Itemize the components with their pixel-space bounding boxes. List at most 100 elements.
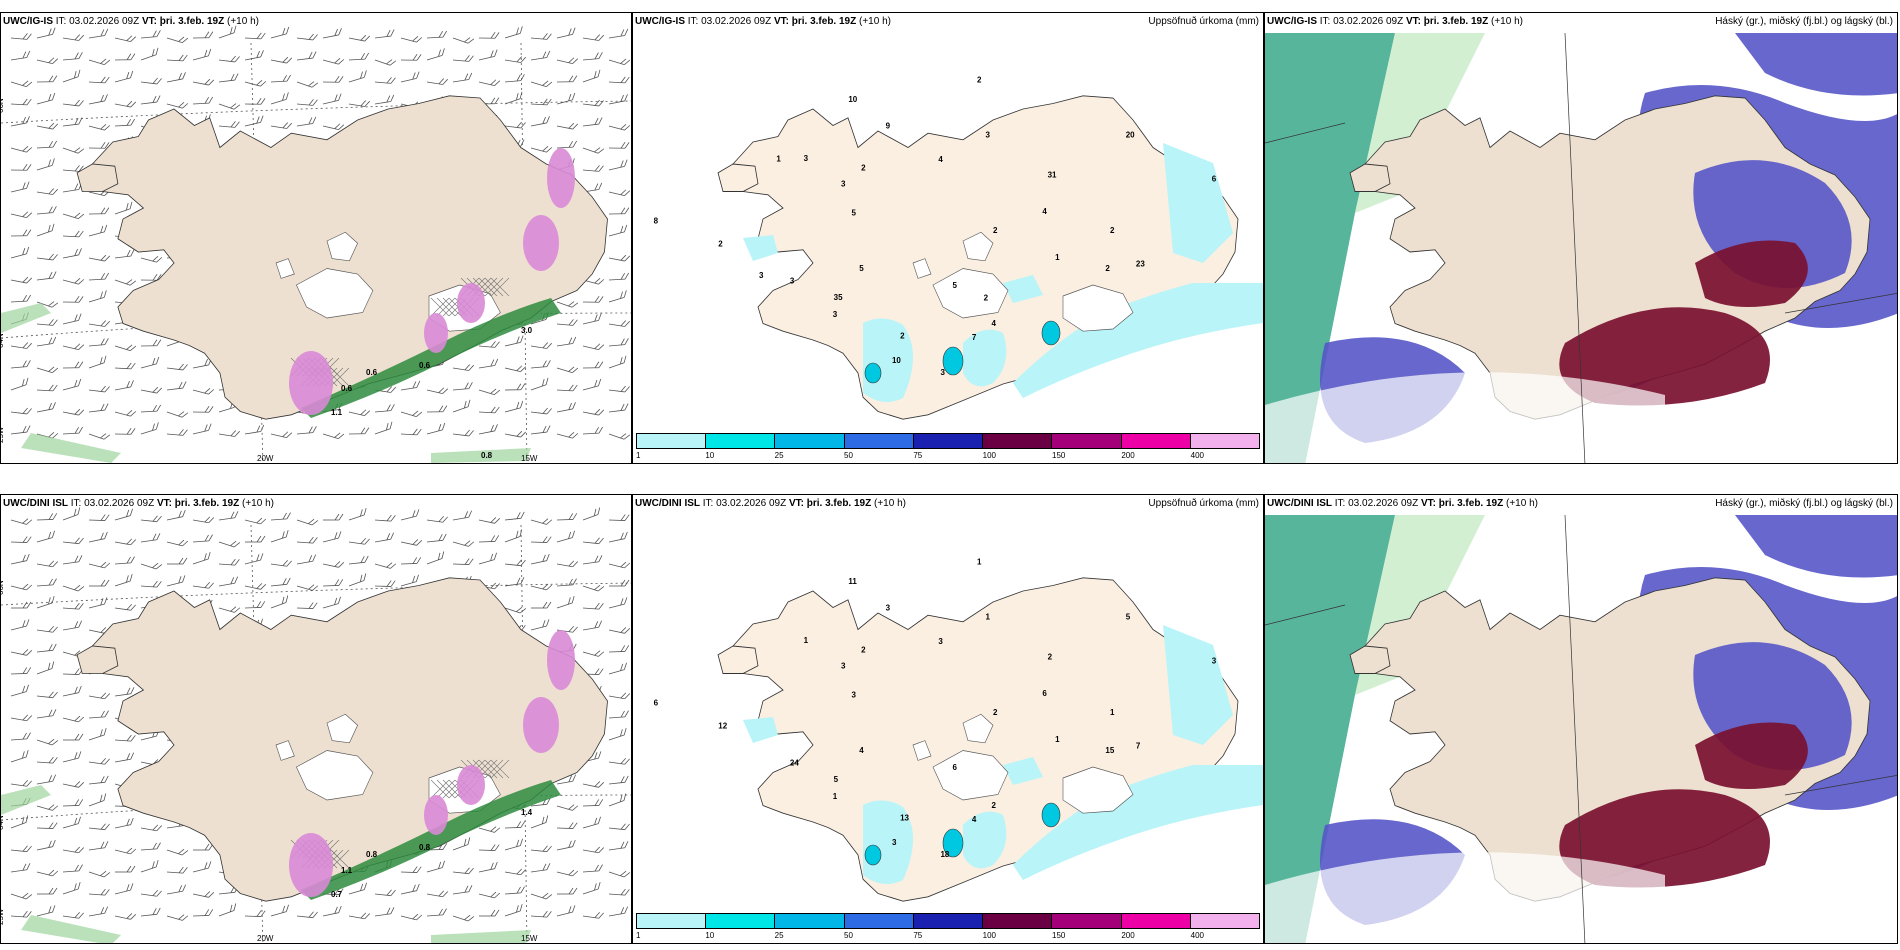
precip-value-label: 6 xyxy=(1042,689,1047,698)
colorbar-segment xyxy=(983,434,1053,448)
colorbar-tick-label: 50 xyxy=(844,931,853,940)
precip-value-label: 9 xyxy=(886,121,891,130)
colorbar-segment xyxy=(913,434,984,448)
precip-value-label: 2 xyxy=(977,76,982,85)
precip-value-label: 3 xyxy=(804,154,809,163)
precip-value-label: 8 xyxy=(654,216,659,225)
colorbar-tick-label: 400 xyxy=(1190,931,1205,940)
precip-blob xyxy=(424,795,448,835)
axis-label: 25W xyxy=(1,426,5,443)
cloud-panel-top: UWC/IG-IS IT: 03.02.2026 09Z VT: þri. 3.… xyxy=(1264,12,1898,464)
axis-label: 66N xyxy=(629,583,632,598)
precip-value-label: 4 xyxy=(972,815,977,824)
precip-value-label: 3 xyxy=(940,368,945,377)
precip-value-label: 2 xyxy=(1110,226,1115,235)
axis-label: 64N xyxy=(1,815,5,830)
precip-panel-bottom: UWC/DINI ISL IT: 03.02.2026 09Z VT: þri.… xyxy=(632,494,1264,944)
precip-blob xyxy=(547,148,575,208)
precip-value-label: 6 xyxy=(953,763,958,772)
precip-value-label: 3 xyxy=(790,277,795,286)
colorbar-segment xyxy=(706,914,776,928)
colorbar-segment xyxy=(775,434,845,448)
precip-area xyxy=(863,318,913,402)
axis-label: 20W xyxy=(257,454,274,463)
precip-value-label: 3 xyxy=(985,131,990,140)
axis-label: 66N xyxy=(1,580,5,595)
precip-value-label: 7 xyxy=(972,333,977,342)
green-shade-band xyxy=(301,780,561,900)
colorbar-segment xyxy=(844,434,914,448)
wind-value-label: 0.6 xyxy=(366,368,378,377)
precip-value-label: 18 xyxy=(940,850,949,859)
precip-value-label: 4 xyxy=(1042,207,1047,216)
precip-value-label: 3 xyxy=(1212,656,1217,665)
green-shade-band xyxy=(301,298,561,418)
colorbar-tick-label: 10 xyxy=(705,451,715,460)
precip-value-label: 4 xyxy=(991,319,996,328)
precip-value-label: 5 xyxy=(852,209,857,218)
colorbar-tick-label: 400 xyxy=(1190,451,1205,460)
precip-area xyxy=(1013,283,1263,398)
precip-value-label: 3 xyxy=(833,310,838,319)
precip-value-label: 24 xyxy=(790,759,799,768)
high-cloud xyxy=(1735,515,1897,578)
mid-cloud xyxy=(1695,722,1808,789)
precip-value-label: 1 xyxy=(776,154,781,163)
colorbar-segment xyxy=(1052,914,1122,928)
precip-panel-top: UWC/IG-IS IT: 03.02.2026 09Z VT: þri. 3.… xyxy=(632,12,1264,464)
precip-value-label: 35 xyxy=(834,293,843,302)
mid-cloud xyxy=(1695,240,1808,307)
axis-label: 15W xyxy=(521,934,538,943)
precip-value-label: 12 xyxy=(718,721,727,730)
precip-value-label: 4 xyxy=(859,746,864,755)
wind-value-label: 0.6 xyxy=(341,384,353,393)
precip-value-label: 2 xyxy=(993,708,998,717)
colorbar-tick-label: 75 xyxy=(913,931,923,940)
precip-value-label: 1 xyxy=(1110,708,1115,717)
cloud-map xyxy=(1265,32,1897,463)
precip-value-label: 1 xyxy=(1055,735,1060,744)
wind-value-label: 1.1 xyxy=(331,408,343,417)
precip-value-label: 2 xyxy=(861,645,866,654)
colorbar-tick-label: 100 xyxy=(982,451,997,460)
colorbar-segment xyxy=(1121,434,1191,448)
axis-label: 66N xyxy=(1,98,5,113)
precip-value-label: 2 xyxy=(1048,652,1053,661)
precip-value-label: 1 xyxy=(804,636,809,645)
precip-blob xyxy=(523,697,559,753)
precip-core xyxy=(1041,320,1061,346)
axis-label: 25W xyxy=(1,908,5,925)
colorbar-tick-label: 10 xyxy=(705,931,715,940)
axis-label: 64N xyxy=(629,343,632,358)
precip-value-label: 1 xyxy=(977,558,982,567)
wind-panel-top: UWC/IG-IS IT: 03.02.2026 09Z VT: þri. 3.… xyxy=(0,12,632,464)
precip-core xyxy=(864,844,882,866)
precip-value-label: 11 xyxy=(848,577,857,586)
colorbar-segment xyxy=(1121,914,1191,928)
colorbar-tick-label: 1 xyxy=(636,931,641,940)
precip-colorbar xyxy=(636,913,1260,929)
colorbar-segment xyxy=(844,914,914,928)
wind-value-label: 0.7 xyxy=(331,890,343,899)
colorbar-segment xyxy=(983,914,1053,928)
precip-value-label: 5 xyxy=(1126,612,1131,621)
precip-value-label: 1 xyxy=(985,613,990,622)
precip-value-label: 5 xyxy=(953,281,958,290)
cloud-map xyxy=(1265,514,1897,943)
axis-label: 64N xyxy=(629,825,632,840)
low-cloud xyxy=(1265,33,1395,463)
colorbar-tick-label: 150 xyxy=(1052,931,1066,940)
precip-value-label: 5 xyxy=(834,775,839,784)
precip-colorbar xyxy=(636,433,1260,449)
precip-area xyxy=(743,235,778,261)
precip-core xyxy=(942,346,964,376)
precip-value-label: 10 xyxy=(848,95,857,104)
panel-title: UWC/IG-IS IT: 03.02.2026 09Z VT: þri. 3.… xyxy=(3,16,259,27)
precip-area xyxy=(963,811,1007,869)
colorbar-segment xyxy=(637,434,707,448)
precip-value-label: 13 xyxy=(900,814,909,823)
precip-value-label: 7 xyxy=(1136,741,1141,750)
panel-title: UWC/DINI ISL IT: 03.02.2026 09Z VT: þri.… xyxy=(635,498,906,509)
